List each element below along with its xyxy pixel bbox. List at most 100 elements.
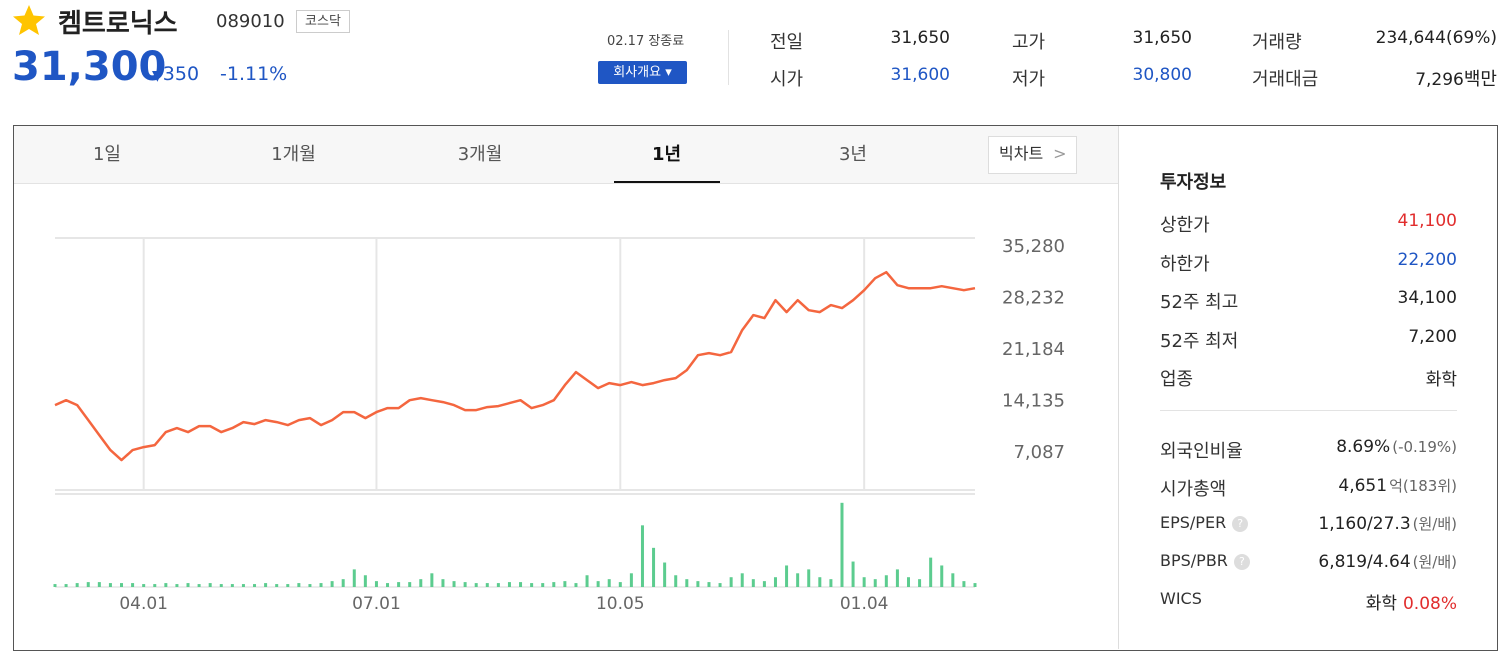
tab[interactable]: 1일 [92, 144, 121, 165]
invest-label: 시가총액 [1160, 475, 1226, 501]
volume-bar [607, 579, 611, 587]
help-icon[interactable]: ? [1233, 553, 1250, 570]
volume-bar [430, 573, 434, 587]
invest-label: BPS/PBR? [1160, 551, 1250, 570]
volume-bar [840, 502, 844, 587]
volume-bar [884, 575, 888, 587]
volume-bar [918, 579, 922, 587]
volume-bar [685, 579, 689, 587]
volume-bar [297, 583, 301, 587]
volume-bar [164, 583, 168, 587]
volume-bar [64, 584, 68, 587]
volume-bar [618, 582, 622, 587]
stock-name: 켐트로닉스 [58, 9, 178, 39]
value: 7,296 [1415, 70, 1464, 90]
invest-label: 52주 최저 [1160, 330, 1239, 352]
invest-value: 4,651 억(183위) [1338, 475, 1457, 496]
y-tick-label: 7,087 [1013, 442, 1065, 463]
invest-divider [1160, 410, 1457, 411]
volume-bar [186, 583, 190, 587]
volume-bar [419, 579, 423, 587]
invest-label: 상한가 [1160, 215, 1210, 236]
tab[interactable]: 1년 [613, 126, 720, 183]
big-chart-button[interactable]: 빅차트 > [988, 136, 1077, 174]
volume-bar [563, 581, 567, 587]
volume-bar [807, 569, 811, 587]
summary-value: 30,800 [1133, 65, 1192, 85]
value: 31,600 [890, 65, 950, 85]
summary-label: 시가 [770, 69, 804, 90]
volume-bar [352, 569, 356, 587]
volume-bar [264, 583, 268, 587]
volume-bar [629, 573, 633, 587]
value: 31,650 [890, 28, 950, 48]
invest-value: 화학 [1425, 370, 1457, 390]
price-chart: 7,087 14,135 21,184 28,232 35,280 04.01 07.01 1… [53, 236, 1065, 614]
volume-bar [441, 579, 445, 587]
volume-bar [718, 583, 722, 587]
summary-value: 31,600 [891, 65, 950, 85]
panel-divider [1118, 126, 1119, 649]
tab[interactable]: 3개월 [457, 144, 503, 165]
favorite-star[interactable] [12, 4, 46, 36]
volume-bar [241, 584, 245, 587]
volume-bar [696, 581, 700, 587]
invest-label: 외국인비율 [1160, 437, 1243, 463]
stock-code: 089010 [216, 11, 285, 32]
volume-bar [341, 579, 345, 587]
volume-bar [197, 584, 201, 587]
x-tick-label: 10.05 [596, 594, 645, 614]
volume-bar [175, 584, 179, 587]
change-rate: -1.11% [220, 63, 288, 85]
invest-label: WICS [1160, 589, 1202, 608]
volume-bar [408, 582, 412, 587]
value: 31,650 [1132, 28, 1192, 48]
volume-bar [873, 579, 877, 587]
change: ▼350 [152, 63, 200, 85]
tab[interactable]: 3년 [838, 144, 867, 165]
volume-bar [674, 575, 678, 587]
volume-bar [397, 582, 401, 587]
volume-bar [796, 573, 800, 587]
volume-bar [463, 582, 467, 587]
change-value: 350 [162, 63, 200, 85]
volume-bar [785, 565, 789, 587]
volume-bar [230, 584, 234, 587]
volume-bar [818, 577, 822, 587]
note: (원/배) [1412, 553, 1457, 571]
invest-title: 투자정보 [1160, 172, 1227, 193]
volume-bar [707, 582, 711, 587]
note: 억(183위) [1389, 477, 1457, 495]
volume-bar [596, 581, 600, 587]
volume-bar [906, 577, 910, 587]
volume-bar [929, 557, 933, 587]
invest-value: 화학 0.08% [1366, 589, 1457, 614]
volume-bar [97, 582, 101, 587]
volume-bar [53, 584, 57, 587]
summary-label: 거래량 [1252, 32, 1302, 53]
market-badge: 코스닥 [296, 10, 350, 33]
summary-label: 고가 [1012, 32, 1046, 53]
volume-bar [585, 575, 589, 587]
big-chart-label: 빅차트 [999, 144, 1044, 163]
y-tick-label: 35,280 [1002, 236, 1065, 257]
company-button[interactable]: 회사개요 ▾ [598, 61, 687, 84]
volume-bar [951, 573, 955, 587]
summary-value: 31,650 [891, 28, 950, 48]
tab[interactable]: 1개월 [271, 144, 316, 165]
volume-bar [541, 583, 545, 587]
company-button-label: 회사개요 [613, 65, 662, 80]
help-icon[interactable]: ? [1232, 515, 1249, 532]
volume-bar [142, 584, 146, 587]
market-status: 02.17 장종료 [607, 34, 685, 49]
summary-label: 거래대금 [1252, 69, 1319, 90]
volume-bar [973, 583, 977, 587]
volume-bar [120, 583, 124, 587]
summary-value: 234,644(69%) [1376, 28, 1497, 48]
current-price: 31,300 [12, 44, 167, 90]
volume-bar [519, 582, 523, 587]
volume-bar [452, 581, 456, 587]
invest-label: 업종 [1160, 369, 1194, 390]
value: 8.69% [1336, 437, 1391, 457]
